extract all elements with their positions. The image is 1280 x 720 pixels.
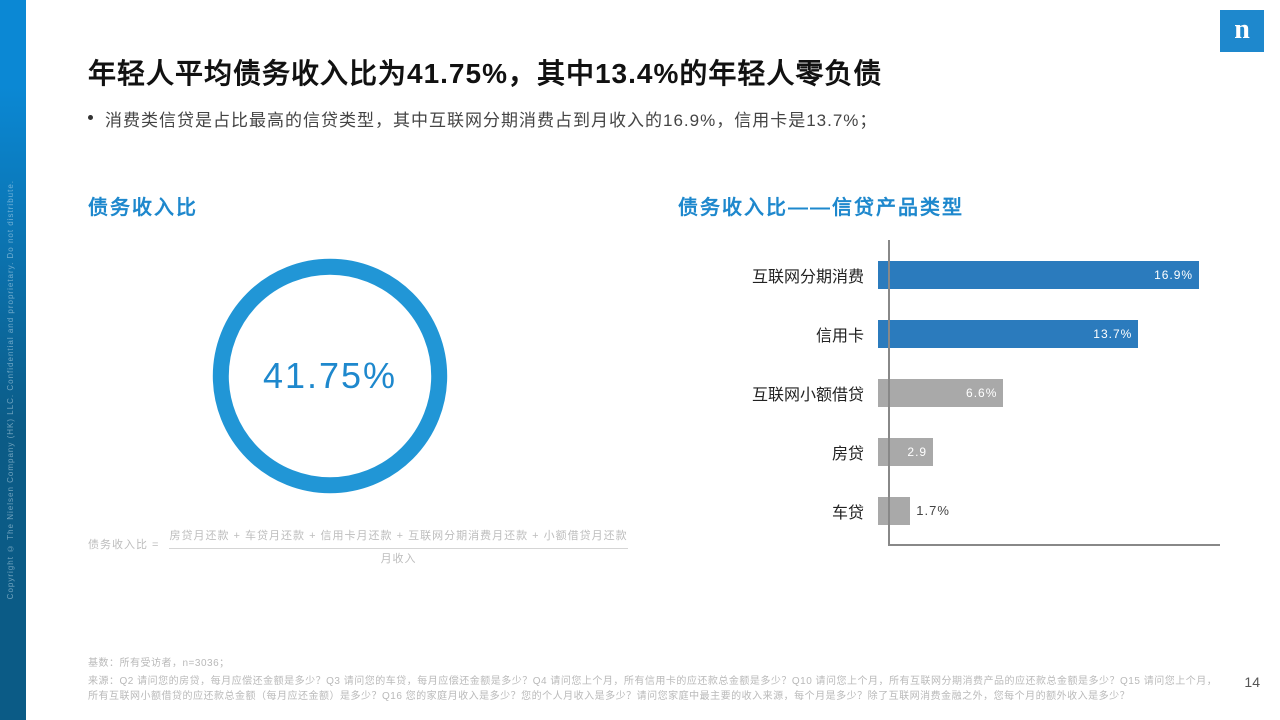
bar-value: 13.7% [1093, 320, 1132, 348]
footnote-block: 基数：所有受访者，n=3036； 来源：Q2 请问您的房贷，每月应偿还金额是多少… [88, 656, 1220, 704]
donut-center-value: 41.75% [200, 246, 460, 506]
bar-value: 1.7% [916, 497, 950, 525]
bar-track: 13.7% [878, 320, 1220, 348]
bar-track: 6.6% [878, 379, 1220, 407]
bar-row: 房贷 2.9 [678, 422, 1220, 481]
charts-row: 债务收入比 41.75% 债务收入比 = 房贷月还款 + 车贷月还款 + 信用卡… [88, 191, 1240, 568]
page-subtitle: 消费类信贷是占比最高的信贷类型，其中互联网分期消费占到月收入的16.9%，信用卡… [105, 106, 877, 131]
formula-fraction: 房贷月还款 + 车贷月还款 + 信用卡月还款 + 互联网分期消费月还款 + 小额… [169, 528, 627, 568]
slide-content: 年轻人平均债务收入比为41.75%，其中13.4%的年轻人零负债 消费类信贷是占… [88, 52, 1240, 568]
right-section-title: 债务收入比——信贷产品类型 [678, 191, 1240, 220]
bar-fill: 2.9 [878, 438, 933, 466]
footnote-body: 来源：Q2 请问您的房贷，每月应偿还金额是多少？Q3 请问您的车贷，每月应偿还金… [88, 674, 1220, 704]
bar-fill [878, 497, 910, 525]
bar-value: 6.6% [966, 379, 997, 407]
subtitle-row: 消费类信贷是占比最高的信贷类型，其中互联网分期消费占到月收入的16.9%，信用卡… [88, 106, 1240, 131]
left-section-title: 债务收入比 [88, 191, 628, 220]
footnote-head: 基数：所有受访者，n=3036； [88, 656, 1220, 671]
bar-chart: 互联网分期消费 16.9% 信用卡 13.7% 互联网小额借贷 6.6% 房贷 2.9 车贷 1.… [678, 240, 1240, 560]
page-number: 14 [1244, 674, 1260, 690]
axis-y [888, 240, 890, 546]
donut-chart: 41.75% [200, 246, 460, 506]
bar-row: 信用卡 13.7% [678, 305, 1220, 364]
left-chart-column: 债务收入比 41.75% 债务收入比 = 房贷月还款 + 车贷月还款 + 信用卡… [88, 191, 628, 568]
bar-label: 房贷 [678, 440, 878, 464]
edge-copyright-text: Copyright © The Nielsen Company (HK) LLC… [6, 180, 20, 599]
bar-fill: 13.7% [878, 320, 1138, 348]
bar-track: 1.7% [878, 497, 1220, 525]
bar-label: 信用卡 [678, 322, 878, 346]
formula-lhs: 债务收入比 = [88, 528, 159, 552]
bar-fill: 6.6% [878, 379, 1003, 407]
nielsen-logo: n [1220, 10, 1264, 52]
bar-track: 16.9% [878, 261, 1220, 289]
axis-x [888, 544, 1220, 546]
bar-row: 互联网分期消费 16.9% [678, 246, 1220, 305]
left-blue-edge: Copyright © The Nielsen Company (HK) LLC… [0, 0, 26, 720]
formula-text: 债务收入比 = 房贷月还款 + 车贷月还款 + 信用卡月还款 + 互联网分期消费… [88, 528, 628, 568]
bar-rows-container: 互联网分期消费 16.9% 信用卡 13.7% 互联网小额借贷 6.6% 房贷 2.9 车贷 1.… [678, 246, 1220, 540]
page-title: 年轻人平均债务收入比为41.75%，其中13.4%的年轻人零负债 [88, 52, 1240, 92]
bar-label: 互联网小额借贷 [678, 381, 878, 405]
bar-label: 互联网分期消费 [678, 263, 878, 287]
fraction-line [169, 548, 627, 549]
bullet-dot-icon [88, 115, 93, 120]
bar-fill: 16.9% [878, 261, 1199, 289]
formula-denominator: 月收入 [169, 551, 627, 569]
bar-label: 车贷 [678, 499, 878, 523]
bar-value: 16.9% [1154, 261, 1193, 289]
right-chart-column: 债务收入比——信贷产品类型 互联网分期消费 16.9% 信用卡 13.7% 互联网小额借… [638, 191, 1240, 568]
bar-row: 车贷 1.7% [678, 481, 1220, 540]
bar-row: 互联网小额借贷 6.6% [678, 364, 1220, 423]
bar-track: 2.9 [878, 438, 1220, 466]
bar-value: 2.9 [907, 438, 927, 466]
formula-numerator: 房贷月还款 + 车贷月还款 + 信用卡月还款 + 互联网分期消费月还款 + 小额… [169, 528, 627, 546]
